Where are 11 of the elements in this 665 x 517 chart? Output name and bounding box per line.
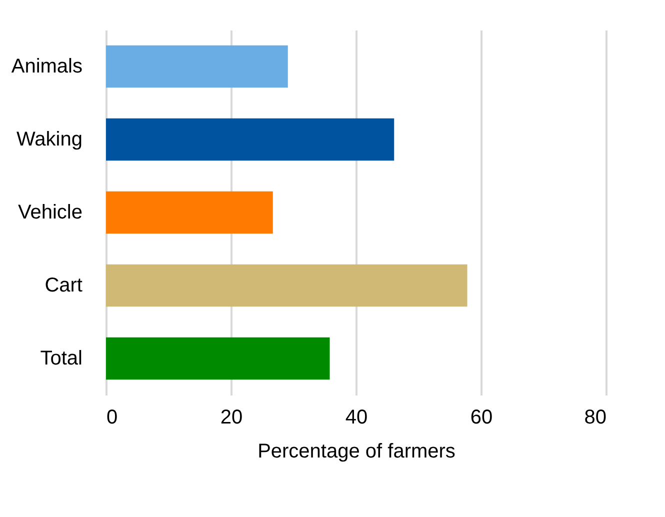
y-tick-label: Vehicle (18, 202, 82, 224)
y-tick-label: Animals (11, 56, 82, 78)
x-tick-label: 60 (470, 406, 493, 428)
x-axis-title: Percentage of farmers (258, 440, 456, 462)
x-tick-label: 0 (106, 406, 118, 428)
y-tick-label: Cart (44, 274, 83, 296)
y-tick-label: Total (40, 348, 82, 370)
x-tick-label: 80 (584, 406, 606, 428)
x-tick-label: 40 (345, 406, 368, 428)
x-tick-label: 20 (220, 406, 243, 428)
y-tick-label: Waking (16, 128, 82, 150)
